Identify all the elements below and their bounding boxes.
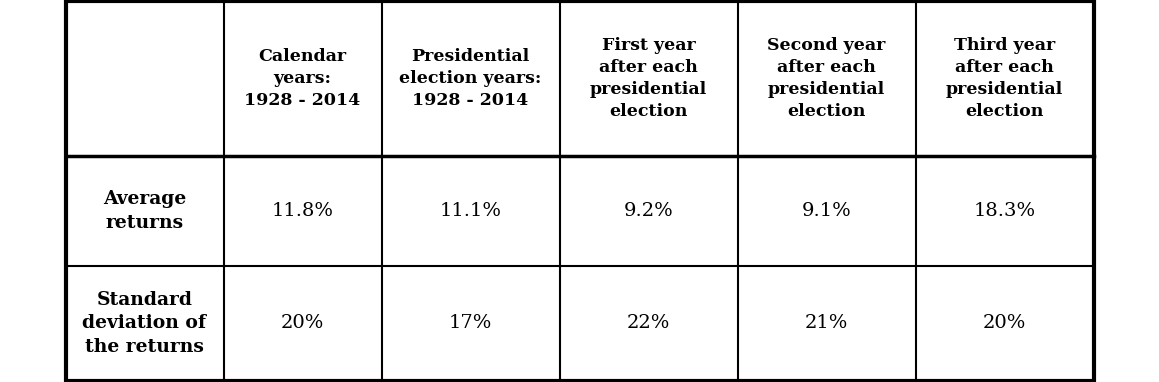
Bar: [916, 1, 1093, 156]
Text: 18.3%: 18.3%: [974, 202, 1035, 220]
Text: First year
after each
presidential
election: First year after each presidential elect…: [590, 37, 707, 120]
Bar: [916, 266, 1093, 381]
Text: 11.8%: 11.8%: [271, 202, 334, 220]
Text: Average
returns: Average returns: [103, 190, 187, 232]
Text: Calendar
years:
1928 - 2014: Calendar years: 1928 - 2014: [245, 48, 360, 109]
Bar: [66, 1, 224, 156]
Bar: [224, 266, 381, 381]
Text: 20%: 20%: [983, 314, 1026, 332]
Text: Presidential
election years:
1928 - 2014: Presidential election years: 1928 - 2014: [400, 48, 541, 109]
Bar: [224, 1, 381, 156]
Bar: [737, 266, 916, 381]
Text: 11.1%: 11.1%: [439, 202, 502, 220]
Bar: [381, 156, 560, 266]
Text: Second year
after each
presidential
election: Second year after each presidential elec…: [767, 37, 885, 120]
Bar: [381, 266, 560, 381]
Bar: [560, 266, 737, 381]
Text: Third year
after each
presidential
election: Third year after each presidential elect…: [946, 37, 1063, 120]
Bar: [737, 156, 916, 266]
Text: Standard
deviation of
the returns: Standard deviation of the returns: [82, 291, 206, 356]
Bar: [66, 1, 1093, 381]
Bar: [560, 156, 737, 266]
Bar: [66, 266, 224, 381]
Bar: [224, 156, 381, 266]
Text: 9.1%: 9.1%: [802, 202, 852, 220]
Bar: [737, 1, 916, 156]
Bar: [66, 156, 224, 266]
Text: 20%: 20%: [280, 314, 325, 332]
Bar: [381, 1, 560, 156]
Text: 21%: 21%: [804, 314, 848, 332]
Text: 22%: 22%: [627, 314, 670, 332]
Bar: [916, 156, 1093, 266]
Text: 17%: 17%: [449, 314, 493, 332]
Text: 9.2%: 9.2%: [624, 202, 673, 220]
Bar: [560, 1, 737, 156]
